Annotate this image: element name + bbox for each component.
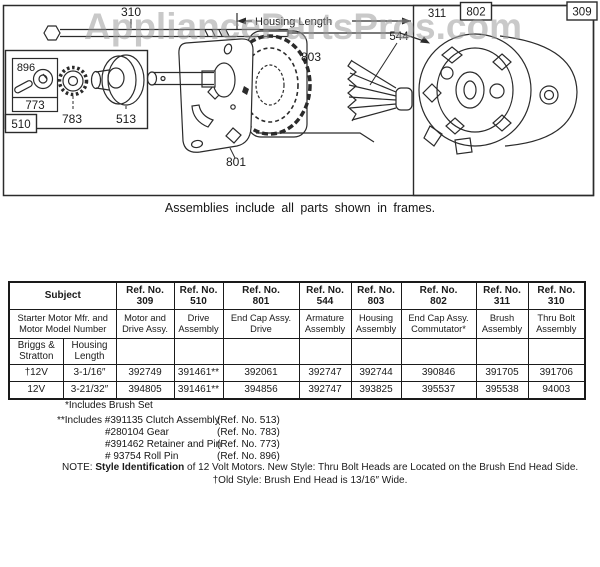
col-header-311: Ref. No. 311 <box>475 281 529 310</box>
model-cell: †12V <box>8 363 64 382</box>
part-number-cell: 391705 <box>475 363 529 382</box>
ref-311-label: 311 <box>428 8 446 20</box>
footnote-ref: (Ref. No. 783) <box>217 427 280 438</box>
empty-cell <box>173 338 224 365</box>
footnote-includes-line: # 93754 Roll Pin (Ref. No. 896) <box>0 451 600 463</box>
table-description-row: Starter Motor Mfr. and Motor Model Numbe… <box>8 309 586 339</box>
desc-310: Thru Bolt Assembly <box>527 309 586 339</box>
subject-description: Starter Motor Mfr. and Motor Model Numbe… <box>8 309 117 339</box>
footnote-item: #391462 Retainer and Pin <box>105 439 222 450</box>
col-header-510: Ref. No. 510 <box>173 281 224 310</box>
note-prefix: NOTE: <box>62 462 96 473</box>
part-number-cell: 392747 <box>298 363 352 382</box>
ref-309-label: 309 <box>572 7 591 19</box>
empty-cell <box>475 338 529 365</box>
ref-513-label: 513 <box>116 112 136 126</box>
ref-803-label: 803 <box>301 50 321 64</box>
armature-drawing <box>347 42 413 122</box>
drive-frame-group <box>4 49 149 134</box>
ref-773-label: 773 <box>25 100 44 112</box>
style-note: NOTE: Style Identification of 12 Volt Mo… <box>62 462 578 473</box>
empty-cell <box>222 338 300 365</box>
ref-783-label: 783 <box>62 112 82 126</box>
footnote-item: # 93754 Roll Pin <box>105 451 179 462</box>
note-rest: of 12 Volt Motors. New Style: Thru Bolt … <box>184 462 579 473</box>
desc-802: End Cap Assy. Commutator* <box>400 309 477 339</box>
footnote-item: **Includes #391135 Clutch Assembly <box>57 415 220 426</box>
part-number-cell: 394805 <box>115 380 175 400</box>
part-number-cell: 392747 <box>298 380 352 400</box>
housing-length-dimension <box>236 13 411 29</box>
table-row: 12V 3-21/32″ 394805 391461** 394856 3927… <box>8 380 586 400</box>
part-number-cell: 94003 <box>527 380 586 400</box>
ref-802-label: 802 <box>466 7 485 19</box>
housing-length-label: Housing Length <box>255 16 332 28</box>
part-number-cell: 391706 <box>527 363 586 382</box>
empty-cell <box>298 338 352 365</box>
col-header-310: Ref. No. 310 <box>527 281 586 310</box>
footnote-ref: (Ref. No. 773) <box>217 439 280 450</box>
table-row: †12V 3-1/16″ 392749 391461** 392061 3927… <box>8 363 586 382</box>
footnote-includes-line: #391462 Retainer and Pin (Ref. No. 773) <box>0 439 600 451</box>
part-number-cell: 393825 <box>350 380 402 400</box>
col-header-309: Ref. No. 309 <box>115 281 175 310</box>
empty-cell <box>527 338 586 365</box>
desc-801: End Cap Assy. Drive <box>222 309 300 339</box>
ref-896-label: 896 <box>17 62 35 74</box>
desc-309: Motor and Drive Assy. <box>115 309 175 339</box>
footnote-includes-line: #280104 Gear (Ref. No. 783) <box>0 427 600 439</box>
empty-cell <box>400 338 477 365</box>
exploded-view-diagram: Housing Length 310 <box>2 1 598 197</box>
footnote-ref: (Ref. No. 513) <box>217 415 280 426</box>
end-cap-drive-drawing <box>146 38 254 159</box>
desc-803: Housing Assembly <box>350 309 402 339</box>
end-cap-commutator-drawing <box>418 33 578 155</box>
part-number-cell: 392749 <box>115 363 175 382</box>
watermark: AppliancePartsPros.com <box>84 6 522 47</box>
part-number-cell: 395538 <box>475 380 529 400</box>
ref-510-label: 510 <box>11 119 30 131</box>
subheader-housing-length: Housing Length <box>62 338 117 365</box>
desc-311: Brush Assembly <box>475 309 529 339</box>
subheader-mfr: Briggs & Stratton <box>8 338 64 365</box>
table-header-row: Subject Ref. No. 309 Ref. No. 510 Ref. No.… <box>8 281 586 310</box>
parts-reference-table: Subject Ref. No. 309 Ref. No. 510 Ref. No.… <box>8 281 586 400</box>
part-number-cell: 395537 <box>400 380 477 400</box>
part-number-cell: 390846 <box>400 363 477 382</box>
part-number-cell: 392744 <box>350 363 402 382</box>
part-number-cell: 391461** <box>173 380 224 400</box>
ref-801-label: 801 <box>226 155 246 169</box>
commutator-frame <box>412 4 595 197</box>
note-bold: Style Identification <box>95 462 185 473</box>
footnote-ref: (Ref. No. 896) <box>217 451 280 462</box>
empty-cell <box>115 338 175 365</box>
housing-length-cell: 3-21/32″ <box>62 380 117 400</box>
ref-802-box <box>459 1 493 21</box>
desc-544: Armature Assembly <box>298 309 352 339</box>
old-style-note: †Old Style: Brush End Head is 13/16″ Wid… <box>212 475 408 486</box>
col-header-802: Ref. No. 802 <box>400 281 477 310</box>
subject-header: Subject <box>8 281 117 310</box>
housing-length-cell: 3-1/16″ <box>62 363 117 382</box>
footnote-includes-line: **Includes #391135 Clutch Assembly (Ref.… <box>0 415 600 427</box>
col-header-803: Ref. No. 803 <box>350 281 402 310</box>
part-number-cell: 392061 <box>222 363 300 382</box>
part-number-cell: 391461** <box>173 363 224 382</box>
ref-309-box <box>566 1 598 21</box>
ref-310-label: 310 <box>121 5 141 19</box>
frames-caption: Assemblies include all parts shown in fr… <box>164 201 436 215</box>
model-cell: 12V <box>8 380 64 400</box>
footnote-item: #280104 Gear <box>105 427 169 438</box>
footnote-brush-set: *Includes Brush Set <box>65 400 153 411</box>
part-number-cell: 394856 <box>222 380 300 400</box>
empty-cell <box>350 338 402 365</box>
table-subheader-row: Briggs & Stratton Housing Length <box>8 338 586 365</box>
col-header-544: Ref. No. 544 <box>298 281 352 310</box>
desc-510: Drive Assembly <box>173 309 224 339</box>
col-header-801: Ref. No. 801 <box>222 281 300 310</box>
ref-544-label: 544 <box>389 31 409 43</box>
